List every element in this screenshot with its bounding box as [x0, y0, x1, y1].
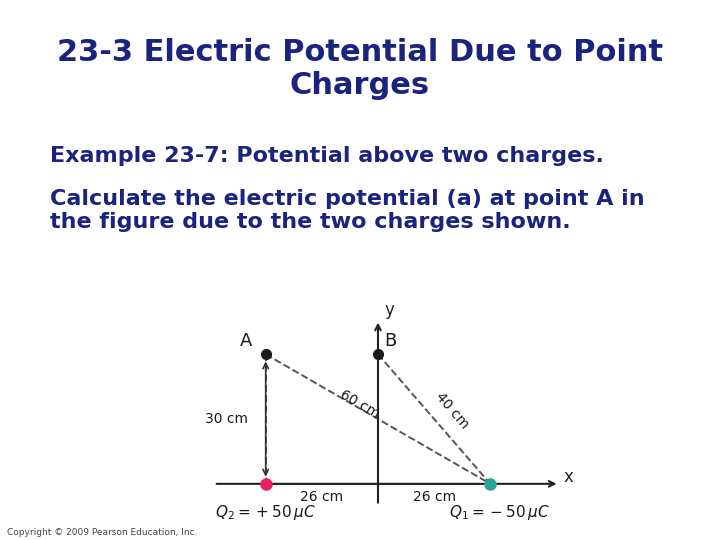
Text: x: x — [564, 468, 574, 485]
Text: 60 cm: 60 cm — [338, 388, 382, 421]
Text: 26 cm: 26 cm — [300, 490, 343, 504]
Text: A: A — [240, 332, 253, 350]
Text: 26 cm: 26 cm — [413, 490, 456, 504]
Text: 23-3 Electric Potential Due to Point
Charges: 23-3 Electric Potential Due to Point Cha… — [57, 38, 663, 100]
Text: B: B — [384, 332, 397, 350]
Text: 40 cm: 40 cm — [433, 389, 472, 431]
Text: 30 cm: 30 cm — [205, 412, 248, 426]
Text: Example 23-7: Potential above two charges.: Example 23-7: Potential above two charge… — [50, 146, 604, 166]
Text: y: y — [384, 301, 395, 319]
Text: $Q_1 = -50\,\mu C$: $Q_1 = -50\,\mu C$ — [449, 503, 549, 522]
Text: Calculate the electric potential (a) at point A in
the figure due to the two cha: Calculate the electric potential (a) at … — [50, 189, 645, 232]
Text: $Q_2 = +50\,\mu C$: $Q_2 = +50\,\mu C$ — [215, 503, 316, 522]
Text: Copyright © 2009 Pearson Education, Inc.: Copyright © 2009 Pearson Education, Inc. — [7, 528, 198, 537]
